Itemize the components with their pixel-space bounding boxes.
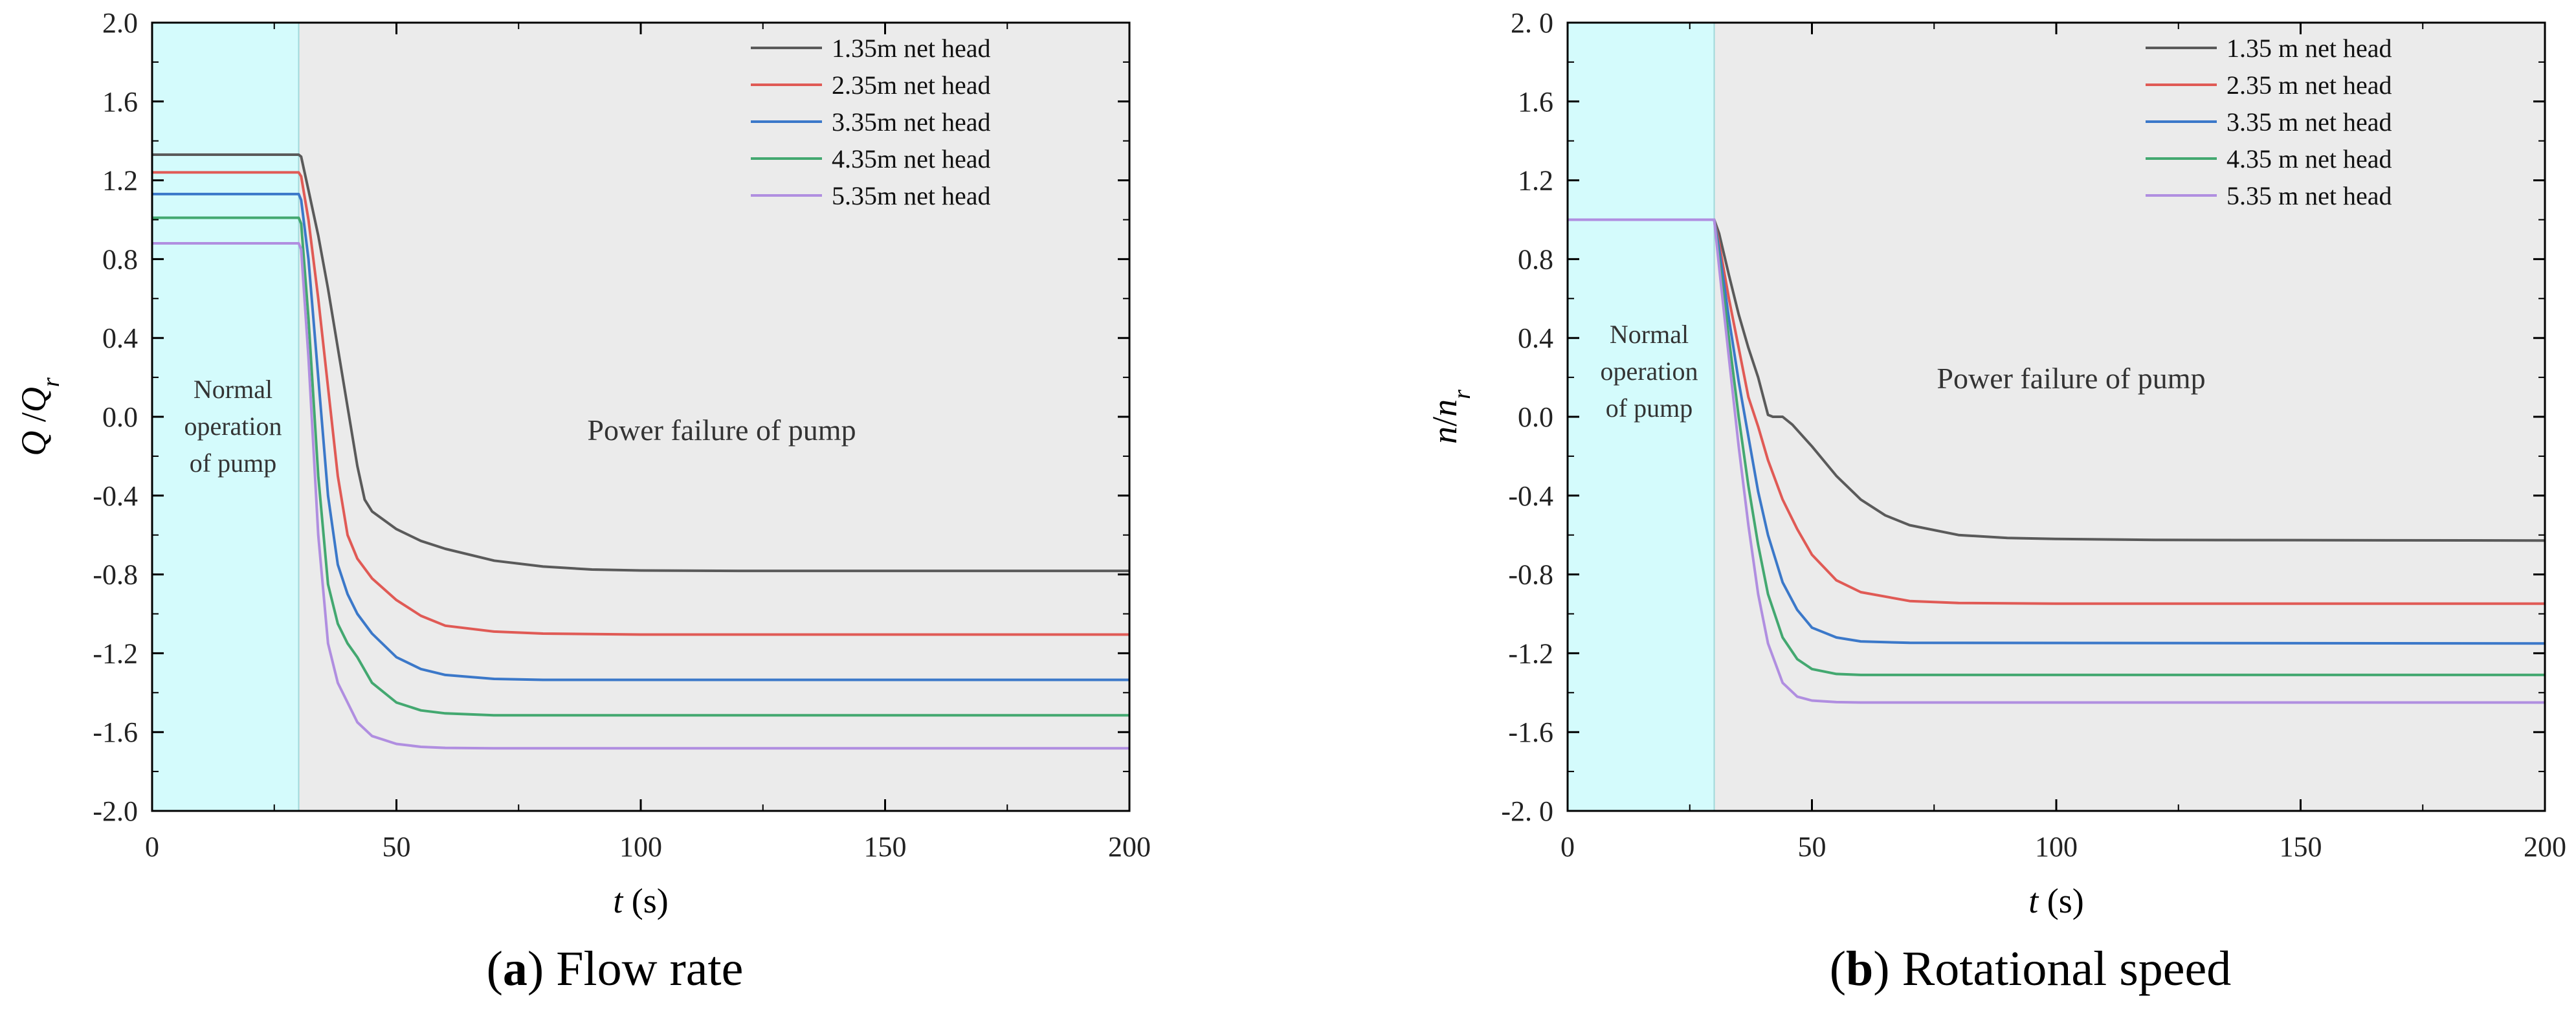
legend-label-4: 4.35m net head — [832, 144, 991, 173]
y-axis-label: Q /Qr — [14, 377, 65, 456]
legend-label-3: 3.35m net head — [832, 107, 991, 137]
x-axis-label: t (s) — [2028, 881, 2084, 920]
x-label-unit: (s) — [2047, 881, 2084, 920]
y-tick-label: 0.8 — [102, 243, 138, 275]
legend-label-5: 5.35m net head — [832, 181, 991, 210]
legend-label-5: 5.35 m net head — [2226, 181, 2392, 210]
y-tick-label: 0.4 — [1518, 322, 1553, 354]
region-failure — [1714, 23, 2545, 811]
y-tick-label: -1.2 — [93, 637, 138, 669]
y-tick-label: -0.4 — [1508, 480, 1553, 512]
plot-frame — [1566, 21, 2546, 812]
y-tick-label: 1.2 — [102, 165, 138, 197]
y-axis-label: n/nr — [1425, 390, 1476, 444]
region-label-normal: operation — [1600, 357, 1698, 386]
region-label-normal: of pump — [190, 448, 276, 478]
panel-label: a — [503, 942, 527, 996]
y-label-denominator: n — [1425, 399, 1464, 417]
series-line-5 — [1568, 218, 2545, 704]
y-label-subscript: r — [38, 377, 65, 387]
series-line-5 — [152, 242, 1129, 750]
x-tick-label: 0 — [1560, 831, 1575, 863]
y-tick-label: 1.6 — [1518, 86, 1553, 118]
x-tick-label: 200 — [1108, 831, 1151, 863]
series-line-3 — [152, 192, 1129, 681]
y-tick-label: 2.0 — [102, 7, 138, 39]
region-label-failure: Power failure of pump — [587, 414, 856, 447]
y-tick-label: -0.8 — [1508, 559, 1553, 591]
legend-label-2: 2.35 m net head — [2226, 71, 2392, 100]
panel-label: b — [1846, 942, 1873, 996]
x-label-unit: (s) — [632, 881, 669, 920]
y-tick-label: -1.6 — [93, 716, 138, 748]
x-tick-label: 150 — [2280, 831, 2322, 863]
x-tick-label: 100 — [619, 831, 662, 863]
series-line-2 — [152, 171, 1129, 636]
y-tick-label: 0.0 — [102, 401, 138, 433]
x-label-var: t — [613, 881, 624, 920]
region-label-normal: of pump — [1606, 393, 1693, 423]
region-label-normal: operation — [184, 412, 282, 441]
panel-a-flow-rate: 2.0 1.6 1.2 0.8 0.4 0.0 -0.4 -0.8 -1.2 -1.6 -2.00 5… — [14, 7, 1151, 996]
y-tick-label: 0.8 — [1518, 243, 1553, 275]
x-tick-label: 200 — [2524, 831, 2566, 863]
series-line-1 — [1568, 218, 2546, 542]
plot-frame — [151, 21, 1131, 812]
x-label-var: t — [2028, 881, 2039, 920]
y-tick-label: -1.2 — [1508, 637, 1553, 669]
y-tick-label: 1.6 — [102, 86, 138, 118]
panel-caption: (a) Flow rate — [487, 942, 744, 996]
panel-b-rotational-speed: 2. 0 1.6 1.2 0.8 0.4 0.0 -0.4 -0.8 -1.2 -1.6 -2. 0… — [1425, 7, 2566, 996]
x-tick-label: 150 — [864, 831, 907, 863]
legend-label-1: 1.35 m net head — [2226, 34, 2392, 63]
y-tick-label: 0.0 — [1518, 401, 1553, 433]
x-tick-label: 100 — [2035, 831, 2078, 863]
series-line-1 — [152, 153, 1129, 573]
region-normal — [1568, 23, 1715, 811]
y-label-denominator: Q — [14, 387, 53, 412]
y-tick-label: 0.4 — [102, 322, 138, 354]
caption-text: Flow rate — [556, 942, 743, 996]
series-line-4 — [152, 216, 1129, 717]
legend-label-4: 4.35 m net head — [2226, 144, 2392, 173]
y-label-numerator: n — [1425, 426, 1464, 444]
x-axis-label: t (s) — [613, 881, 669, 920]
series-line-2 — [1568, 218, 2545, 605]
y-tick-label: -2. 0 — [1501, 795, 1553, 827]
series-line-3 — [1568, 218, 2546, 645]
legend-label-2: 2.35m net head — [832, 71, 991, 100]
y-tick-label: 1.2 — [1518, 165, 1553, 197]
x-tick-label: 50 — [383, 831, 411, 863]
region-label-normal: Normal — [1610, 320, 1689, 349]
region-label-failure: Power failure of pump — [1937, 362, 2205, 395]
legend-label-1: 1.35m net head — [832, 34, 991, 63]
y-tick-label: -0.8 — [93, 559, 138, 591]
y-label-subscript: r — [1449, 390, 1476, 399]
legend-label-3: 3.35 m net head — [2226, 107, 2392, 137]
region-label-normal: Normal — [194, 375, 272, 404]
y-label-numerator: Q — [14, 431, 53, 456]
y-tick-label: 2. 0 — [1511, 7, 1553, 39]
x-tick-label: 0 — [145, 831, 159, 863]
y-tick-label: -1.6 — [1508, 716, 1553, 748]
x-tick-label: 50 — [1798, 831, 1827, 863]
caption-text: Rotational speed — [1902, 942, 2232, 996]
y-tick-label: -2.0 — [93, 795, 138, 827]
panel-caption: (b) Rotational speed — [1830, 942, 2232, 996]
y-tick-label: -0.4 — [93, 480, 138, 512]
